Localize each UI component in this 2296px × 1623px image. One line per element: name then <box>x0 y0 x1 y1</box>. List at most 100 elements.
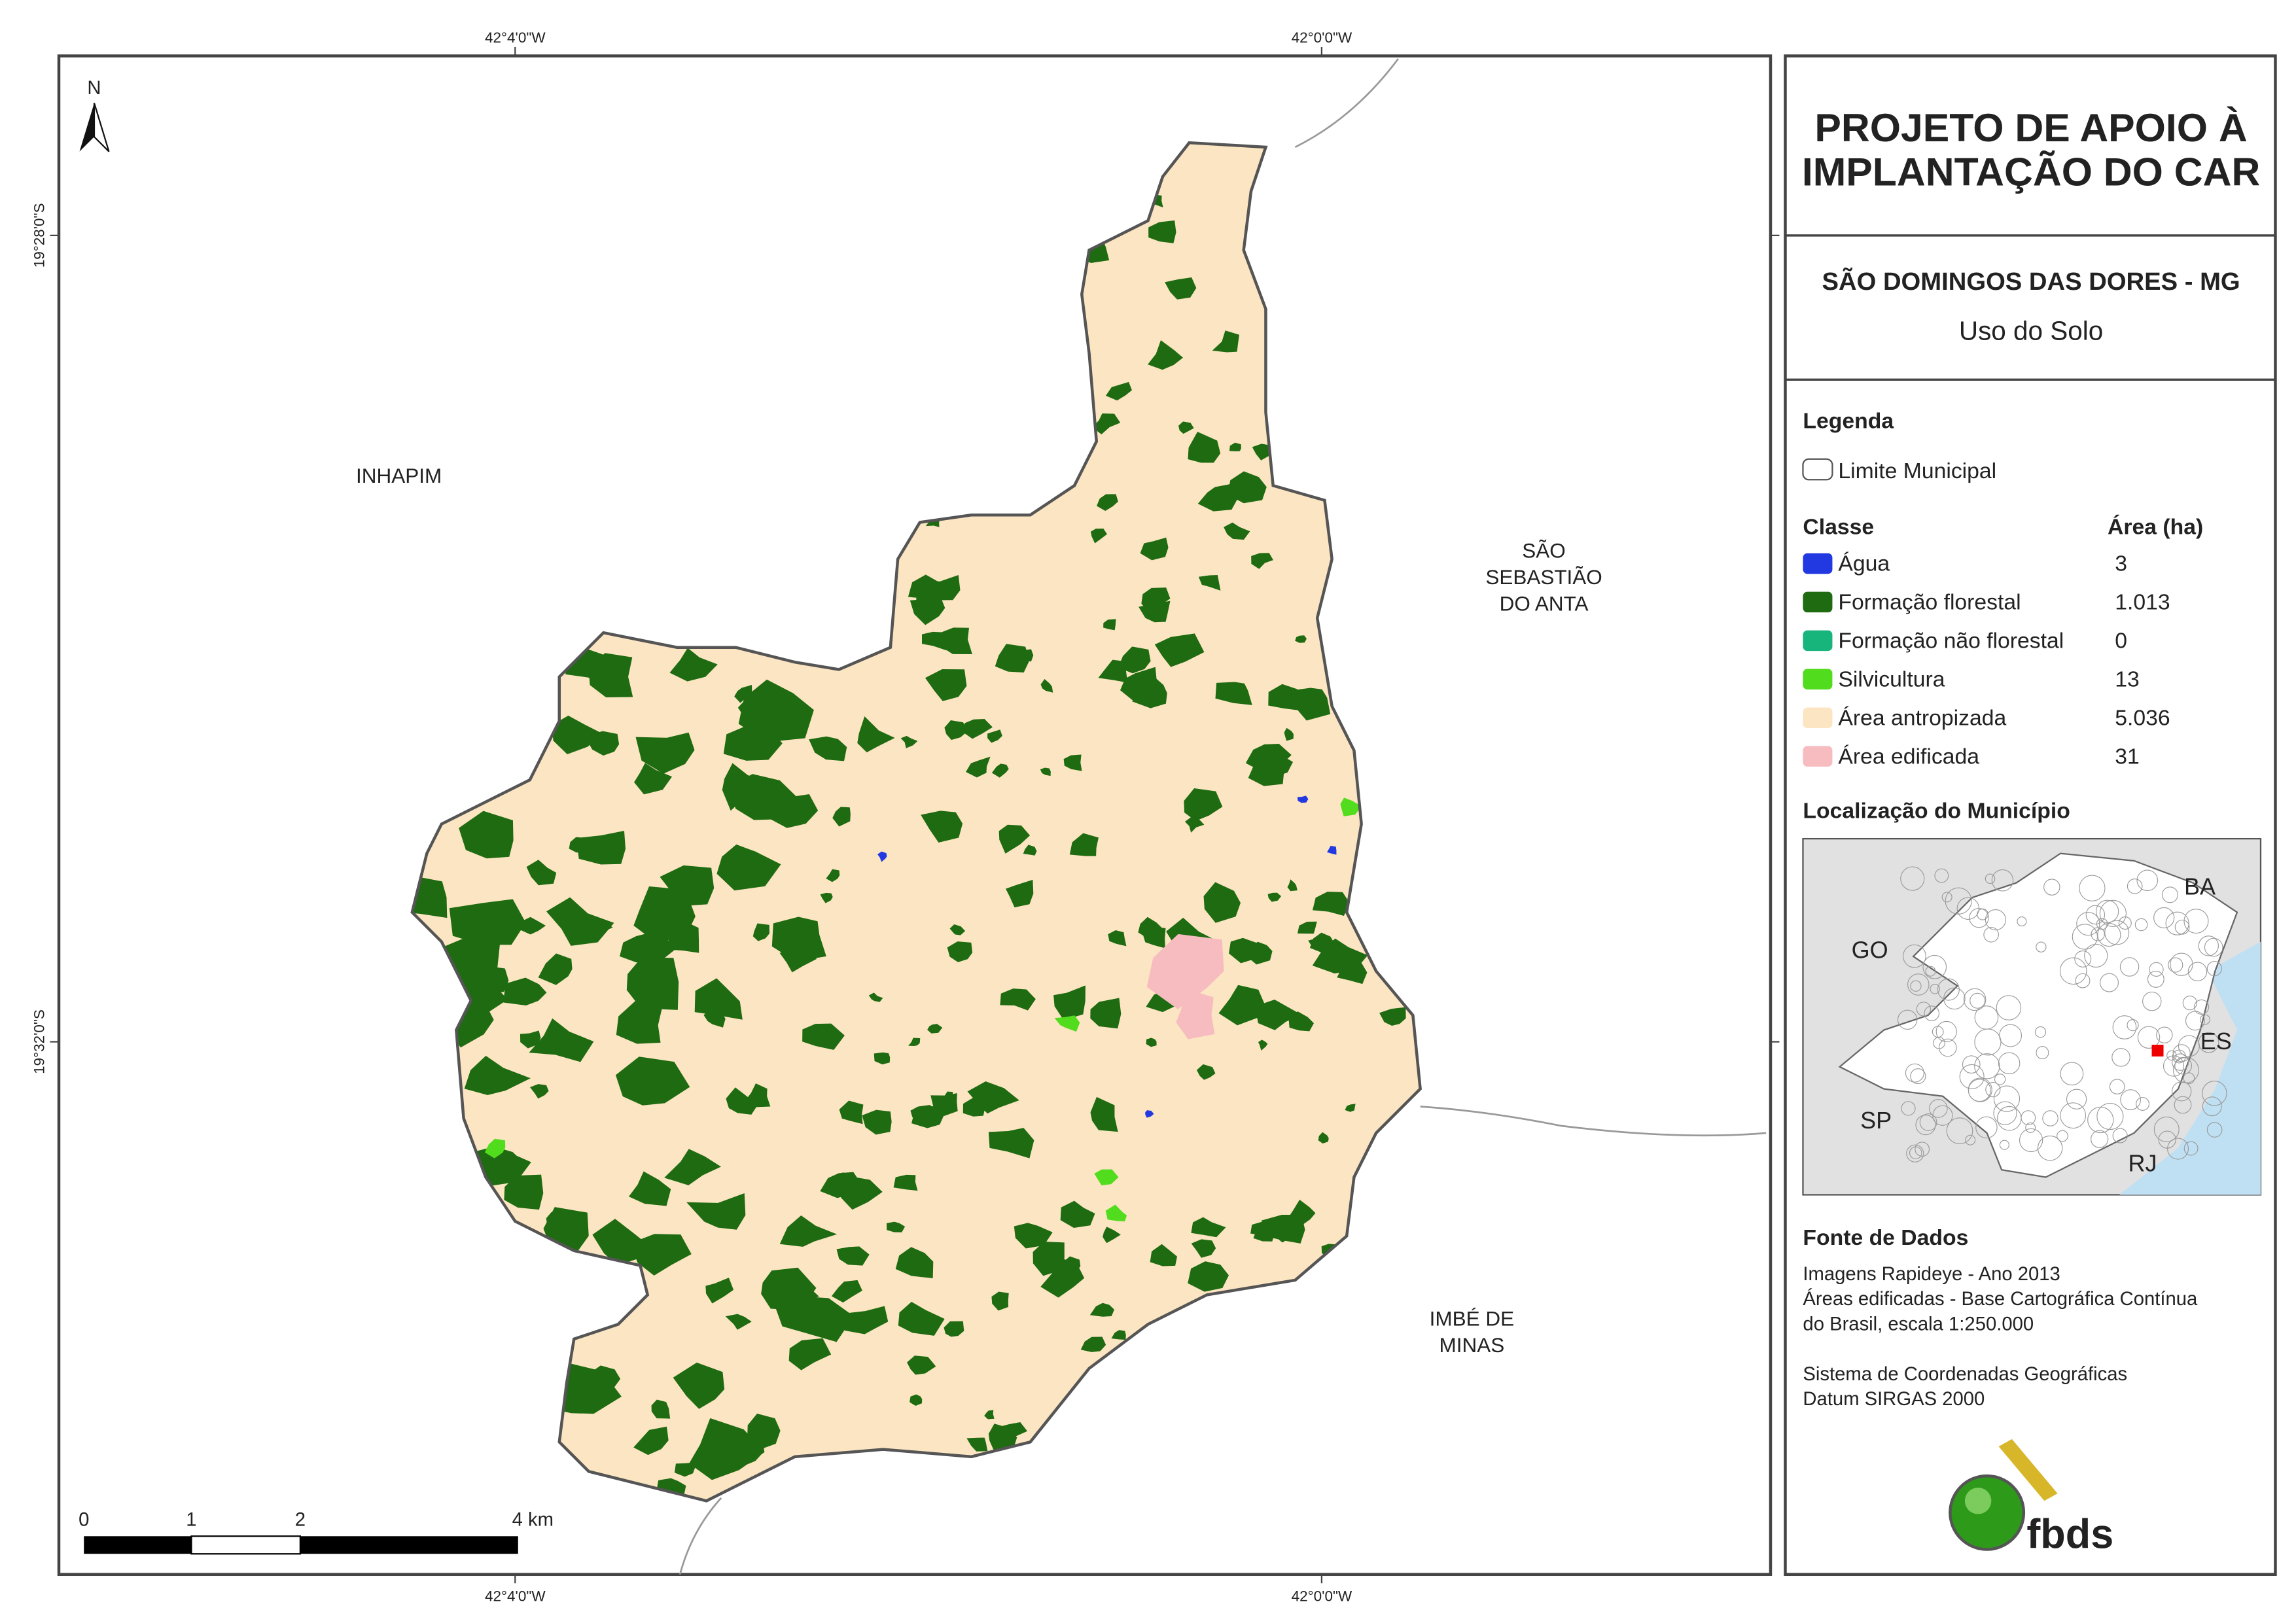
class-swatch <box>1803 669 1833 690</box>
mesh-cell <box>2095 899 2119 923</box>
location-title: Localização do Município <box>1803 799 2070 824</box>
built-area <box>1176 988 1215 1039</box>
graticule-ticks <box>50 46 1780 1584</box>
forest-patch <box>1148 340 1184 370</box>
mesh-cell <box>2202 1096 2222 1117</box>
class-area: 1.013 <box>2115 590 2170 615</box>
water-patch <box>877 851 887 862</box>
silviculture-patch <box>1054 1015 1080 1032</box>
forest-patch <box>1105 381 1132 401</box>
location-map: BA GO ES SP RJ <box>1802 837 2262 1196</box>
forest-patch <box>788 1338 832 1370</box>
class-swatch <box>1803 591 1833 613</box>
forest-patch <box>988 1423 1017 1452</box>
mesh-cell <box>1985 909 2006 931</box>
class-area: 31 <box>2115 744 2140 769</box>
forest-patch <box>991 1291 1009 1311</box>
forest-patch <box>651 1399 671 1419</box>
forest-patch <box>1191 1217 1226 1238</box>
forest-patch <box>1090 998 1122 1029</box>
forest-patch <box>761 1267 817 1311</box>
mesh-cell <box>1993 1085 2021 1112</box>
legend-classes: Água 3 Formação florestal 1.013 Formação não… <box>1803 551 2170 769</box>
forest-patch <box>1080 1336 1106 1352</box>
forest-patch <box>1312 892 1351 916</box>
forest-patch <box>900 735 918 748</box>
forest-patch <box>910 1105 936 1125</box>
mesh-cell <box>1975 1116 1998 1139</box>
forest-patch <box>669 648 718 682</box>
mesh-cell <box>2127 878 2143 894</box>
forest-patch <box>831 1280 862 1303</box>
mesh-cell <box>2109 1079 2125 1094</box>
mesh-cell <box>2111 1048 2130 1067</box>
scale-label: 1 <box>186 1510 196 1531</box>
mesh-cell <box>2198 1032 2219 1053</box>
mesh-cell <box>1930 984 1940 994</box>
forest-patch <box>1197 484 1239 512</box>
forest-patch <box>1063 754 1082 771</box>
forest-patch <box>529 1018 594 1062</box>
forest-patch <box>1040 767 1051 777</box>
mesh-cell <box>1900 866 1925 891</box>
state-label: RJ <box>2128 1149 2157 1176</box>
forest-patch <box>633 1426 669 1456</box>
forest-patch <box>987 729 1002 743</box>
forest-patch <box>1154 633 1205 667</box>
mesh-cell <box>1963 988 1987 1011</box>
neighbor-label: MINAS <box>1439 1333 1504 1357</box>
forest-patch <box>809 736 847 761</box>
mesh-cell <box>1937 978 1960 1001</box>
mesh-cell <box>1922 954 1947 979</box>
municipal-mesh <box>1897 866 2227 1162</box>
state-shape <box>1838 852 2238 1178</box>
class-swatch <box>1803 553 1833 574</box>
mesh-cell <box>2019 1128 2043 1153</box>
mesh-cell <box>1985 873 1996 884</box>
forest-patch <box>703 1008 726 1028</box>
mesh-cell <box>2112 1015 2137 1039</box>
mesh-cell <box>2034 1026 2047 1038</box>
forest-patch <box>908 1038 921 1047</box>
scale-label: 0 <box>79 1510 89 1531</box>
forest-patch <box>526 860 557 886</box>
forest-patch <box>1140 537 1169 561</box>
forest-patch <box>630 1234 692 1276</box>
mesh-cell <box>2076 912 2100 936</box>
legend-label: Limite Municipal <box>1838 459 1996 483</box>
mesh-cell <box>2183 909 2209 934</box>
forest-patch <box>449 899 526 945</box>
forest-patch <box>1184 817 1205 833</box>
mesh-cell <box>2187 962 2208 981</box>
mesh-cell <box>1907 973 1930 996</box>
forest-patch <box>503 977 547 1005</box>
scale-segment <box>190 1535 302 1555</box>
forest-patch <box>1188 431 1221 463</box>
scale-bar: 0 1 2 4 km <box>79 1510 554 1555</box>
mesh-cell <box>2060 1062 2084 1086</box>
mesh-cell <box>1968 1077 1992 1102</box>
forest-patch <box>1267 1217 1302 1243</box>
forest-patch <box>1268 684 1311 710</box>
forest-patch <box>1089 1302 1114 1317</box>
forest-patch <box>634 763 673 795</box>
mesh-cell <box>1906 1144 1924 1162</box>
forest-patch <box>1229 442 1241 451</box>
forest-patch <box>661 918 699 953</box>
source-line: Áreas edificadas - Base Cartográfica Con… <box>1803 1288 2198 1310</box>
state-label: SP <box>1860 1107 1892 1134</box>
forest-patch <box>747 1413 781 1451</box>
mesh-cell <box>2142 991 2162 1011</box>
forest-patch <box>1040 679 1053 693</box>
silviculture-patch <box>1094 1169 1119 1185</box>
source-line: do Brasil, escala 1:250.000 <box>1803 1314 2034 1335</box>
mesh-cell <box>1910 980 1922 992</box>
forest-patch <box>504 1174 544 1210</box>
neighbor-label: SEBASTIÃO <box>1485 565 1602 589</box>
mesh-cell <box>2097 922 2121 947</box>
forest-patch <box>944 720 968 741</box>
mesh-cell <box>2183 1072 2195 1085</box>
boundary-line <box>679 1497 722 1575</box>
forest-patch <box>910 597 945 625</box>
